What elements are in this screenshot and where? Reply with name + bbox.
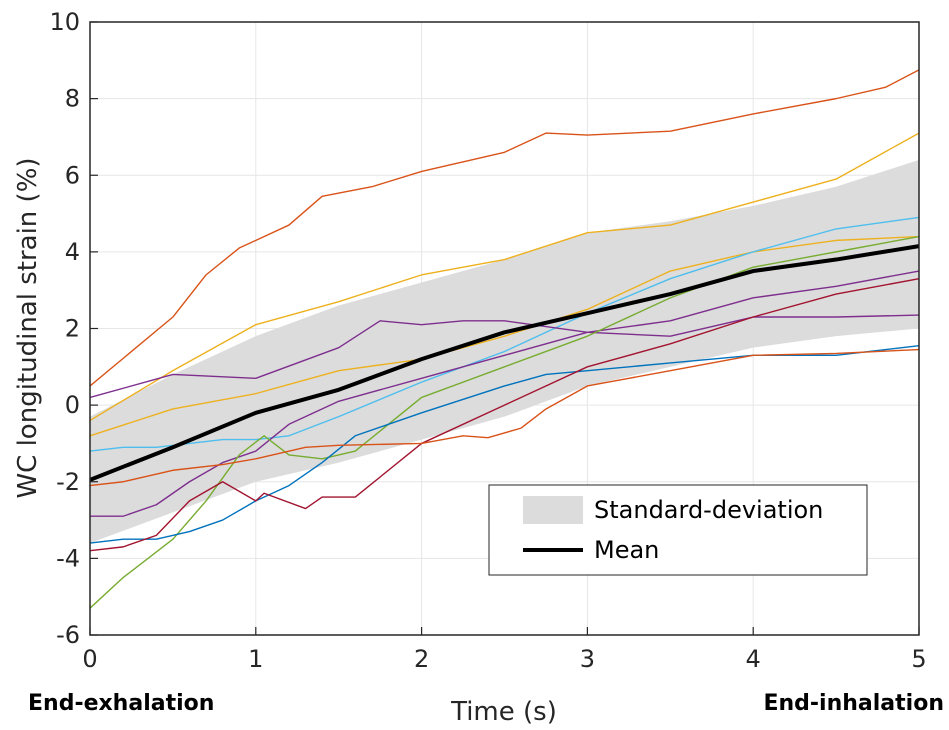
series-line-9 [89, 278, 920, 552]
x-tick-label: 4 [746, 645, 761, 673]
y-tick-label: 6 [65, 161, 80, 189]
series-line-4 [89, 216, 920, 452]
y-tick-label: 2 [65, 315, 80, 343]
legend: Standard-deviation Mean [488, 484, 868, 576]
series-line-6 [90, 270, 920, 517]
y-tick-label: -6 [56, 621, 80, 649]
y-tick-label: 0 [65, 391, 80, 419]
legend-label-mean: Mean [594, 536, 659, 564]
y-tick-label: 4 [65, 238, 80, 266]
x-tick-label: 0 [82, 645, 97, 673]
y-tick-label: -4 [56, 544, 80, 572]
series-line-8 [89, 345, 920, 544]
y-tick-label: 8 [65, 85, 80, 113]
x-axis-title: Time (s) [450, 697, 557, 727]
legend-label-std: Standard-deviation [594, 496, 823, 524]
series-line-1 [89, 69, 920, 387]
x-tick-label: 2 [414, 645, 429, 673]
mean-line-group [89, 244, 920, 482]
end-inhalation-label: End-inhalation [763, 691, 944, 716]
x-tick-label: 1 [248, 645, 263, 673]
x-tick-label: 3 [580, 645, 595, 673]
legend-swatch-std [523, 496, 583, 524]
series-line-2 [89, 132, 920, 422]
y-axis-title: WC longitudinal strain (%) [13, 157, 43, 498]
series-line-10 [89, 348, 920, 487]
x-tick-label: 5 [911, 645, 926, 673]
y-tick-label: -2 [56, 468, 80, 496]
mean-line [89, 244, 920, 482]
axis-ticks: 0 1 2 3 4 5 -6 -4 -2 0 2 4 6 8 10 [49, 8, 926, 673]
end-exhalation-label: End-exhalation [28, 691, 214, 716]
series-line-3 [89, 235, 920, 437]
y-tick-label: 10 [49, 8, 80, 36]
